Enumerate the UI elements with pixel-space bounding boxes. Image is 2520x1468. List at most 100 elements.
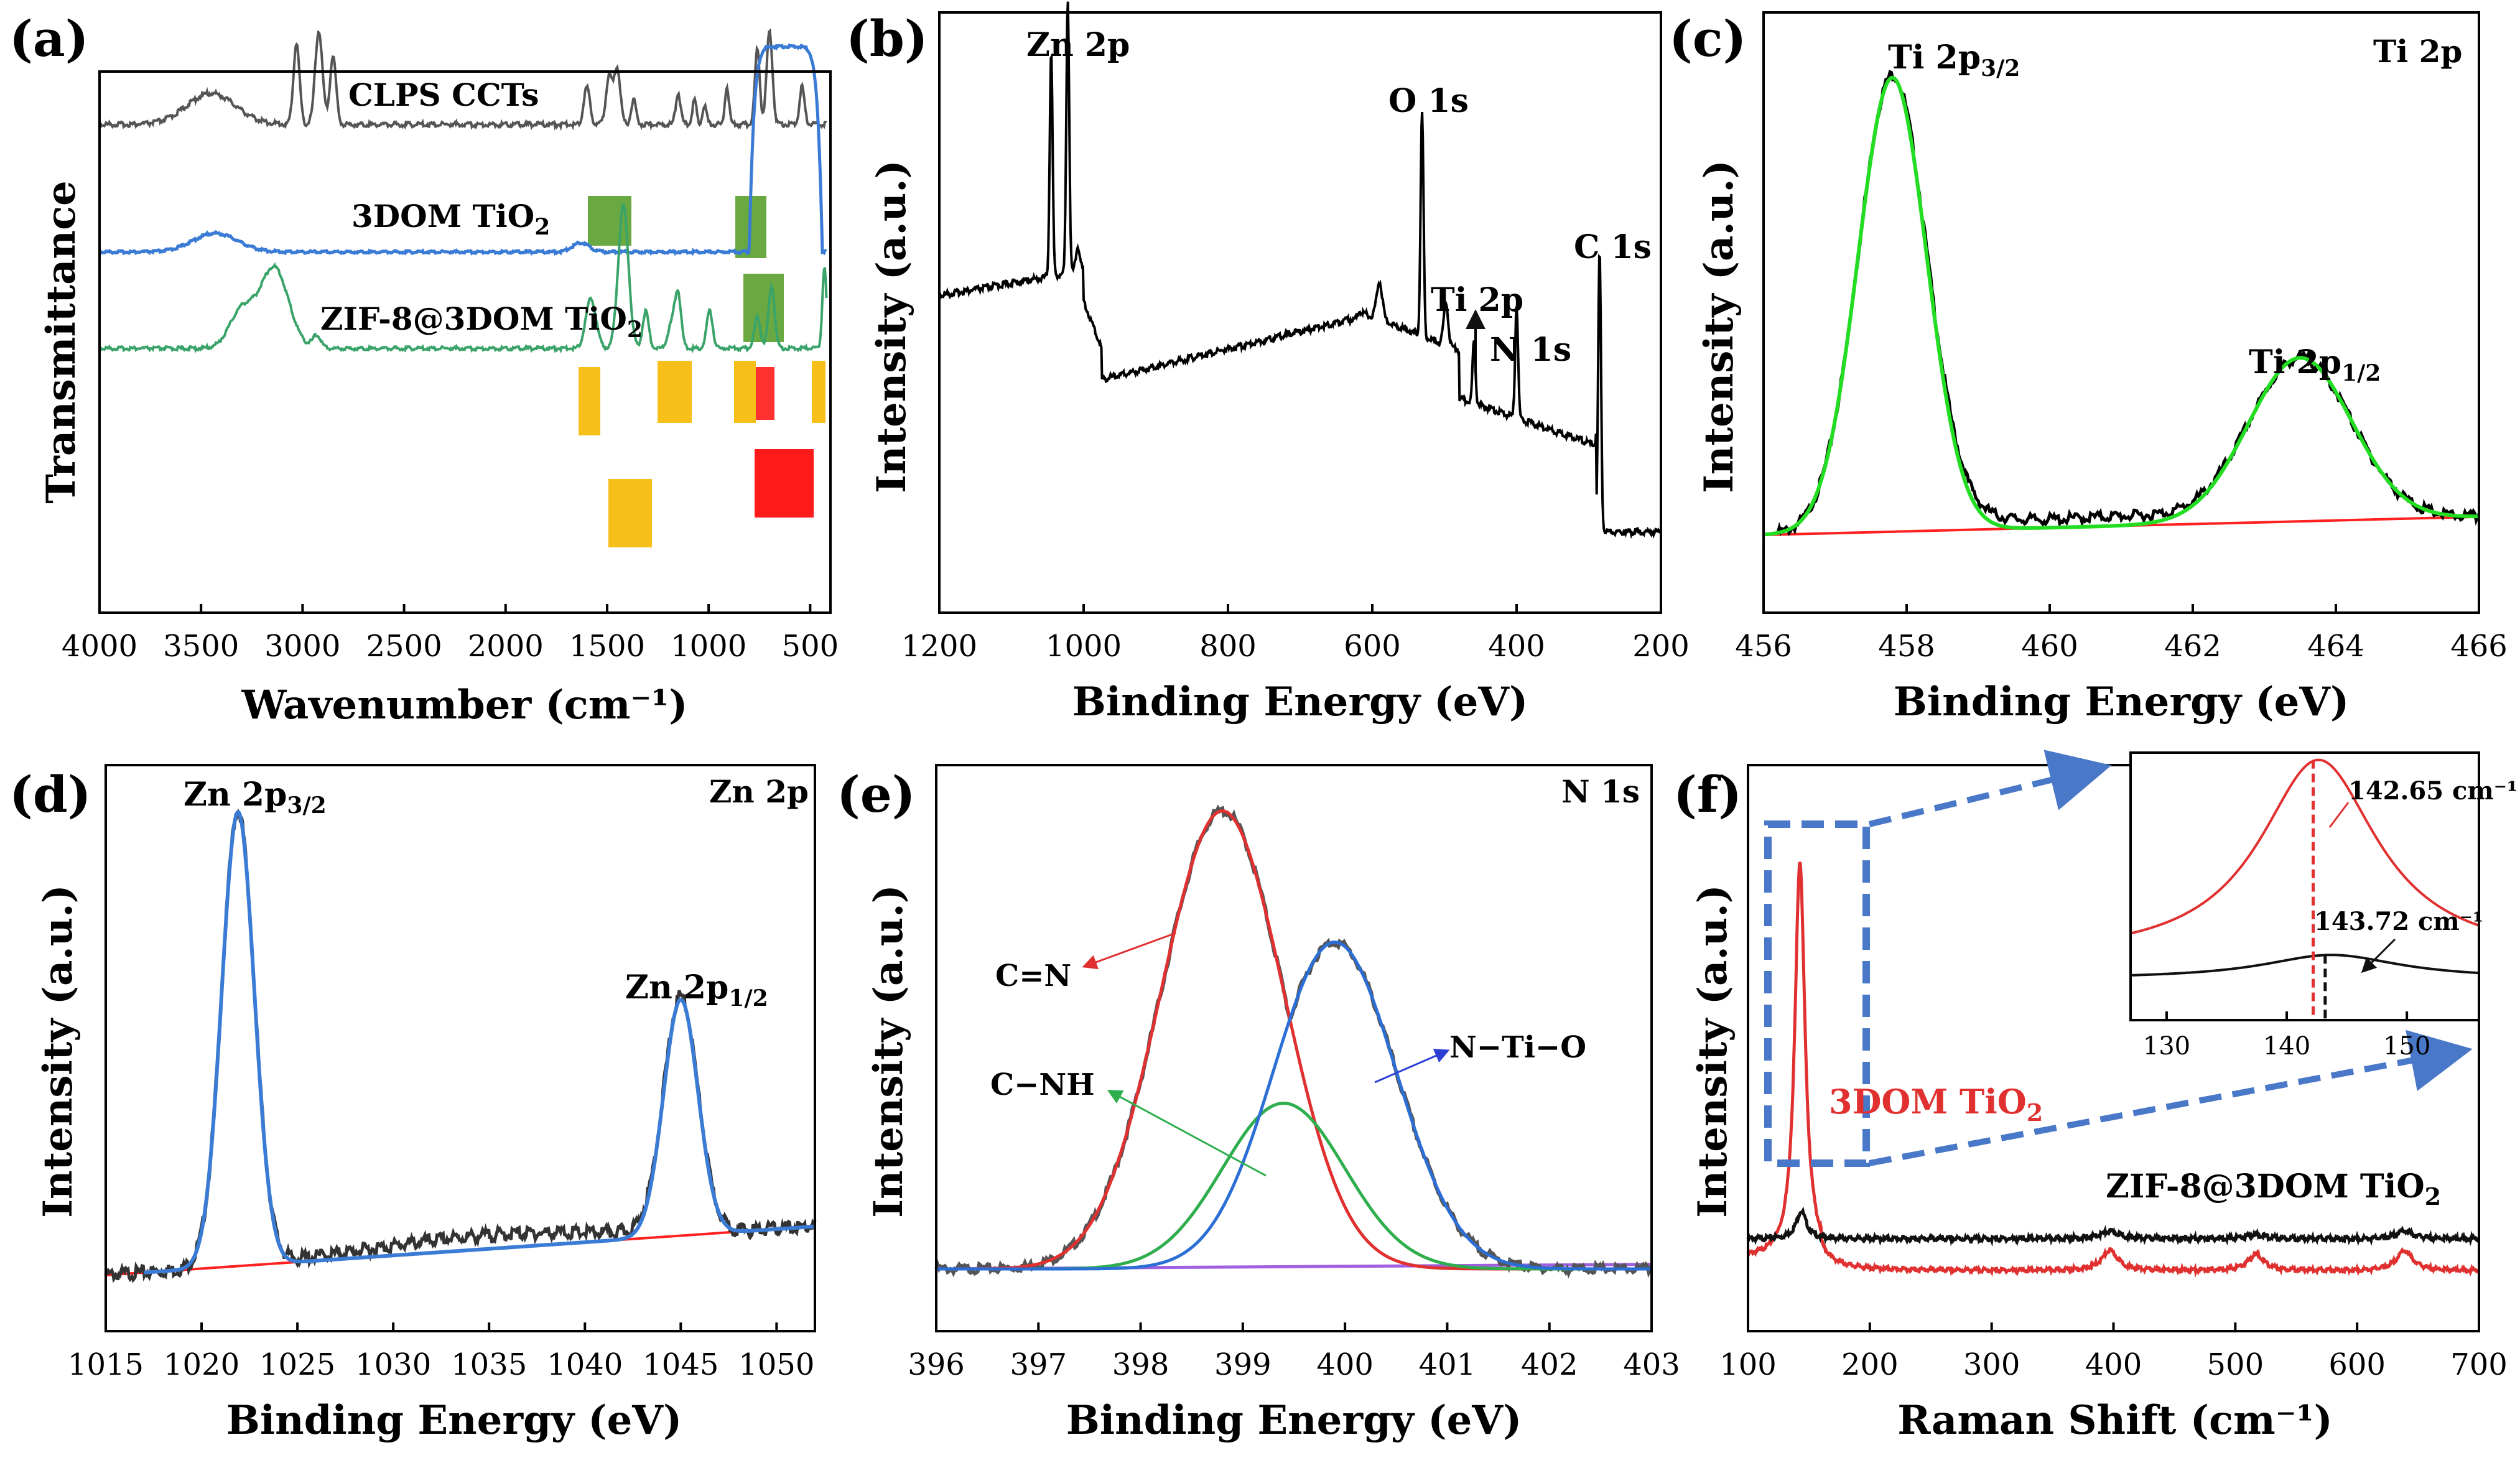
panel-a-series-clps [98,28,827,131]
panel-f-inset-leader-1 [2328,802,2350,828]
panel-c-label: (c) [1669,9,1746,68]
panel-a-x-tick-label: 4000 [62,629,137,664]
panel-c-x-tick-label: 460 [2021,629,2078,664]
panel-c-x-ticks: 456 458 460 462 464 466 [1735,604,2508,664]
panel-f-series-label-zif8: ZIF-8@3DOM TiO2 [2106,1168,2441,1210]
panel-f-series-label-3dom: 3DOM TiO2 [1829,1082,2043,1127]
panel-f-x-tick-label: 200 [1841,1347,1899,1382]
panel-b-annot-c1s: C 1s [1574,228,1652,266]
highlight-red-1 [756,367,774,420]
panel-b-x-tick-label: 1000 [1046,629,1122,664]
panel-b-survey-spectrum [938,1,1662,539]
panel-d-x-tick-label: 1045 [643,1347,718,1382]
panel-e-y-axis-label: Intensity (a.u.) [865,885,912,1218]
panel-f-zoom-box [1764,820,1870,1167]
panel-f-series-zif8 [1746,1206,2481,1247]
panel-f-label: (f) [1673,765,1742,824]
panel-b-x-axis-label: Binding Energy (eV) [1072,679,1528,725]
panel-d-x-axis-label: Binding Energy (eV) [226,1397,682,1444]
panel-c-x-tick-label: 462 [2164,629,2221,664]
panel-d-y-axis-label: Intensity (a.u.) [35,885,81,1218]
panel-d-peak-2-main: Zn 2p [625,969,728,1006]
panel-a-x-tick-label: 3500 [163,629,239,664]
highlight-orange-4 [734,361,756,423]
panel-b-annot-zn2p: Zn 2p [1026,26,1130,64]
panel-f-x-tick-label: 100 [1719,1347,1777,1382]
panel-e-x-tick-label: 401 [1419,1347,1476,1382]
panel-b-x-ticks: 1200 1000 800 600 400 200 [901,604,1690,664]
panel-b-annot-o1s: O 1s [1388,82,1469,120]
panel-a-x-tick-label: 1500 [569,629,645,664]
panel-c-peak-2-label: Ti 2p1/2 [2249,343,2381,386]
panel-f-series-3dom [1746,862,2481,1278]
panel-f-x-axis-label: Raman Shift (cm⁻¹) [1897,1397,2333,1444]
panel-f-inset-series-3dom [2130,758,2480,935]
panel-c-x-tick-label: 464 [2307,629,2364,664]
panel-e-x-axis-label: Binding Energy (eV) [1066,1397,1522,1444]
panel-b-x-tick-label: 400 [1488,629,1545,664]
panel-e-x-ticks: 396 397 398 399 400 401 402 403 [908,1322,1680,1382]
panel-e-x-tick-label: 396 [908,1347,965,1382]
panel-a-y-axis-label: Transmittance [38,180,85,504]
panel-a-x-tick-label: 2000 [468,629,544,664]
panel-e-component-cnh [936,1102,1652,1271]
panel-f-x-tick-label: 500 [2207,1347,2264,1382]
panel-e-x-tick-label: 400 [1316,1347,1374,1382]
panel-c-x-tick-label: 466 [2450,629,2508,664]
panel-a-series-label-zif8-main: ZIF-8@3DOM TiO [320,300,627,337]
panel-c-peak-2-main: Ti 2p [2249,343,2341,381]
highlight-orange-5 [812,361,825,423]
panel-e-title: N 1s [1561,773,1640,810]
panel-c-title: Ti 2p [2373,33,2462,70]
panel-f-inset-x-tick-label: 140 [2263,1032,2310,1061]
panel-a-x-tick-label: 2500 [366,629,442,664]
panel-f-inset-label-1: 142.65 cm⁻¹ [2348,776,2518,806]
panel-e-x-tick-label: 403 [1623,1347,1680,1382]
highlight-orange-3 [658,361,692,423]
panel-f-series-label-zif8-sub: 2 [2425,1182,2441,1210]
panel-e-label: (e) [837,765,916,824]
panel-f-inset-bg [2131,753,2479,1020]
panel-c-y-axis-label: Intensity (a.u.) [1696,160,1742,493]
panel-a-label: (a) [9,9,89,68]
panel-d: 1015 1020 1025 1030 1035 1040 1045 1050 (d) Zn … [9,764,817,1444]
panel-d-peak-2-label: Zn 2p1/2 [625,969,768,1011]
panel-e-frame [935,764,1653,1332]
panel-a-series-3dom [98,43,827,256]
panel-d-x-tick-label: 1025 [259,1347,335,1382]
panel-f-inset-x-tick-label: 150 [2383,1032,2430,1061]
panel-a-x-axis-label: Wavenumber (cm⁻¹) [241,682,688,728]
panel-d-peak-2-sub: 1/2 [728,985,768,1011]
panel-d-x-tick-label: 1050 [738,1347,814,1382]
panel-e-x-tick-label: 399 [1214,1347,1272,1382]
panel-f-y-axis-label: Intensity (a.u.) [1690,885,1736,1218]
panel-e-ntio-arrow [1374,1049,1450,1084]
panel-f-series-label-zif8-main: ZIF-8@3DOM TiO [2106,1168,2425,1206]
panel-e-comp-label-cn: C=N [995,959,1071,993]
panel-f-x-tick-label: 700 [2450,1347,2508,1382]
panel-a-series-label-3dom-sub: 2 [534,214,550,240]
panel-d-x-tick-label: 1030 [355,1347,431,1382]
panel-a-x-tick-label: 500 [782,629,839,664]
panel-c-x-axis-label: Binding Energy (eV) [1894,679,2349,725]
panel-d-peak-1-main: Zn 2p [184,776,287,814]
panel-c-peak-1-label: Ti 2p3/2 [1888,39,2020,81]
panel-f-series-label-3dom-main: 3DOM TiO [1829,1082,2027,1122]
panel-a-series-label-zif8-sub: 2 [627,317,643,343]
panel-f-inset-leader-2 [2361,938,2396,973]
panel-d-fit [144,809,816,1275]
panel-f-inset-label-2: 143.72 cm⁻¹ [2314,907,2483,936]
panel-b-x-tick-label: 1200 [901,629,977,664]
panel-e-cn-arrow [1082,932,1176,970]
panel-b-annot-n1s: N 1s [1490,331,1571,369]
panel-b: 1200 1000 800 600 400 200 (b) Zn 2p O 1s Ti 2… [846,1,1690,725]
panel-a-x-tick-label: 3000 [264,629,340,664]
panel-c-fit-envelope [1763,75,2479,537]
panel-a-x-tick-label: 1000 [671,629,746,664]
panel-e-x-tick-label: 398 [1112,1347,1169,1382]
highlight-red-2 [755,449,814,518]
panel-a-series-zif8 [98,203,828,354]
panel-b-y-axis-label: Intensity (a.u.) [868,160,915,493]
panel-f-x-tick-label: 300 [1963,1347,2020,1382]
